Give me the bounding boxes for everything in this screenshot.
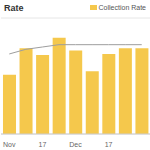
html-text:Rate: Rate: [4, 3, 24, 13]
svg-text:17: 17: [38, 141, 46, 148]
svg-text:Nov: Nov: [8, 141, 16, 148]
svg-text:17: 17: [105, 141, 113, 148]
svg-text:Dec: Dec: [69, 141, 82, 148]
html-text:Collection Rate: Collection Rate: [98, 4, 146, 11]
